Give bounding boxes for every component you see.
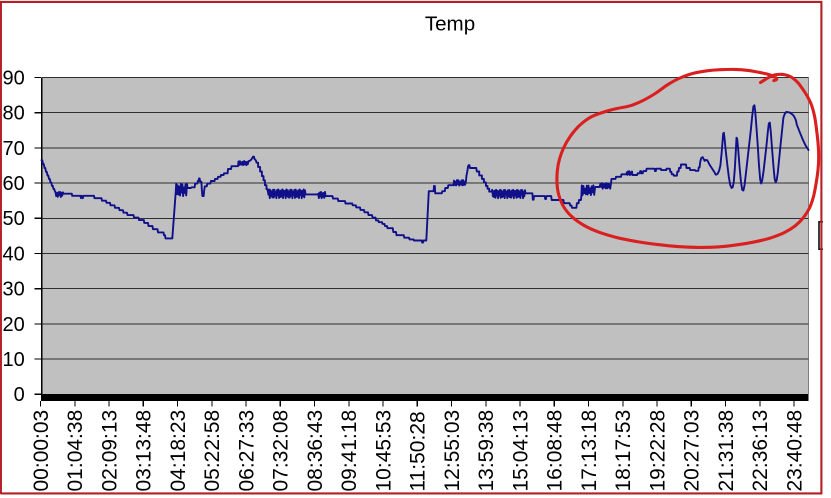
svg-text:04:18:23: 04:18:23 [167,410,190,492]
svg-text:08:36:43: 08:36:43 [304,410,327,492]
svg-text:07:32:08: 07:32:08 [270,410,293,492]
svg-text:01:04:38: 01:04:38 [64,410,87,492]
svg-text:21:31:38: 21:31:38 [715,410,738,492]
svg-text:02:09:13: 02:09:13 [98,410,121,492]
svg-text:12:55:03: 12:55:03 [441,410,464,492]
svg-text:80: 80 [3,103,25,125]
svg-text:06:27:33: 06:27:33 [235,410,258,492]
svg-text:90: 90 [3,67,25,89]
svg-text:23:40:48: 23:40:48 [783,410,806,492]
svg-text:00:00:03: 00:00:03 [30,410,53,492]
svg-text:10: 10 [3,349,25,371]
svg-text:70: 70 [3,138,25,160]
svg-text:20:27:03: 20:27:03 [681,410,704,492]
svg-text:11:50:28: 11:50:28 [407,411,430,491]
svg-text:40: 40 [3,243,25,265]
svg-text:03:13:48: 03:13:48 [133,410,156,492]
svg-text:Temp: Temp [425,12,475,35]
svg-text:09:41:18: 09:41:18 [338,410,361,492]
svg-text:30: 30 [3,279,25,301]
svg-text:10:45:53: 10:45:53 [372,410,395,492]
svg-text:20: 20 [3,314,25,336]
svg-text:05:22:58: 05:22:58 [201,410,224,492]
svg-text:17:13:18: 17:13:18 [578,410,601,492]
svg-text:0: 0 [14,384,25,406]
svg-text:22:36:13: 22:36:13 [749,410,772,492]
svg-text:18:17:53: 18:17:53 [612,410,635,492]
svg-text:50: 50 [3,208,25,230]
svg-text:16:08:48: 16:08:48 [544,410,567,492]
svg-text:15:04:13: 15:04:13 [509,410,532,492]
svg-text:13:59:38: 13:59:38 [475,410,498,492]
svg-text:19:22:28: 19:22:28 [646,410,669,492]
svg-text:60: 60 [3,173,25,195]
